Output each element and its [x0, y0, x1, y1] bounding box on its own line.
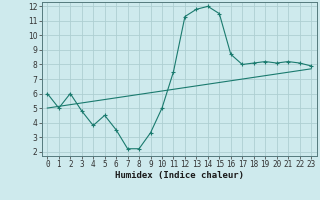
X-axis label: Humidex (Indice chaleur): Humidex (Indice chaleur) — [115, 171, 244, 180]
